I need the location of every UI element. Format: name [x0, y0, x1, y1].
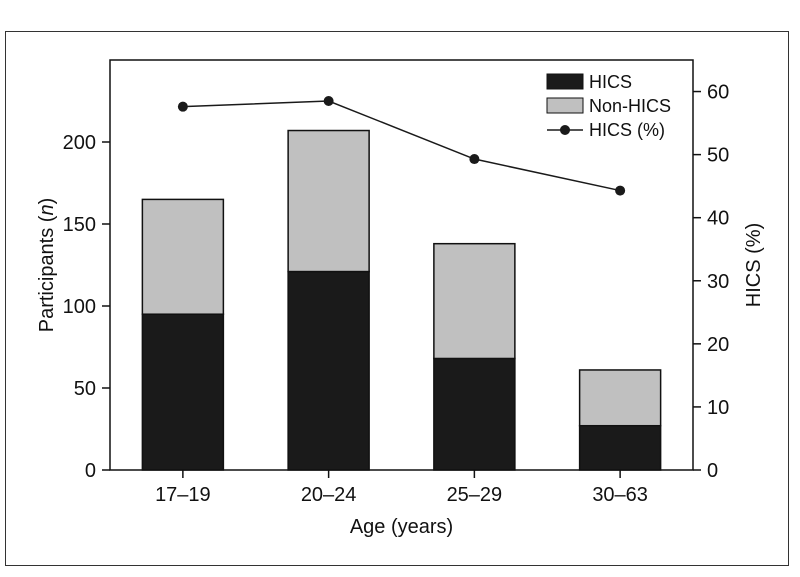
left-tick-label-50: 50	[74, 378, 96, 400]
y-axis-label-italic: n	[36, 204, 58, 215]
y-axis-label-suffix: )	[36, 198, 58, 205]
left-tick-label-200: 200	[63, 132, 96, 154]
right-tick-label-40: 40	[707, 208, 729, 230]
legend-marker-hics-	[560, 125, 570, 135]
y-axis-label-prefix: Participants (	[36, 215, 58, 332]
x-axis-label: Age (years)	[350, 516, 453, 538]
bars-layer	[141, 129, 662, 471]
legend: HICS Non-HICS HICS (%)	[546, 72, 671, 140]
left-axis: 0 50 100 150 200	[63, 132, 110, 482]
left-tick-label-100: 100	[63, 296, 96, 318]
percent-line	[182, 100, 621, 192]
bar-hics-3	[578, 424, 662, 471]
bar-non-hics-2	[433, 242, 516, 360]
percent-line-layer	[177, 96, 626, 196]
right-tick-label-30: 30	[707, 271, 729, 293]
bar-hics-1	[287, 270, 370, 471]
percent-point-1	[323, 96, 334, 106]
bar-non-hics-3	[578, 369, 662, 427]
legend-swatch-non-hics	[546, 97, 584, 114]
percent-point-3	[615, 185, 626, 196]
x-tick-label-2: 25–29	[447, 484, 503, 506]
right-tick-label-0: 0	[707, 460, 718, 482]
bar-non-hics-0	[141, 198, 225, 315]
y-axis-label: Participants (n)	[36, 198, 58, 333]
right-tick-label-60: 60	[707, 82, 729, 104]
left-tick-label-0: 0	[85, 460, 96, 482]
right-tick-label-50: 50	[707, 145, 729, 167]
plot-area-frame	[109, 59, 694, 471]
legend-swatch-hics	[546, 73, 584, 90]
right-axis: 0 10 20 30 40 50 60	[693, 82, 729, 482]
right-tick-label-10: 10	[707, 397, 729, 419]
left-tick-label-150: 150	[63, 214, 96, 236]
bar-hics-0	[141, 313, 225, 471]
x-tick-label-0: 17–19	[155, 484, 211, 506]
x-axis: 17–19 20–24 25–29 30–63	[155, 470, 648, 506]
percent-point-0	[177, 101, 188, 112]
bar-non-hics-1	[287, 129, 370, 273]
legend-label-non-hics: Non-HICS	[589, 96, 671, 116]
x-tick-label-1: 20–24	[301, 484, 357, 506]
x-tick-label-3: 30–63	[592, 484, 648, 506]
bar-hics-2	[433, 357, 516, 471]
figure-border	[5, 31, 789, 566]
right-axis-label: HICS (%)	[743, 223, 765, 307]
legend-label-hics-: HICS (%)	[589, 120, 665, 140]
legend-label-hics: HICS	[589, 72, 632, 92]
percent-point-2	[469, 154, 480, 165]
right-tick-label-20: 20	[707, 334, 729, 356]
